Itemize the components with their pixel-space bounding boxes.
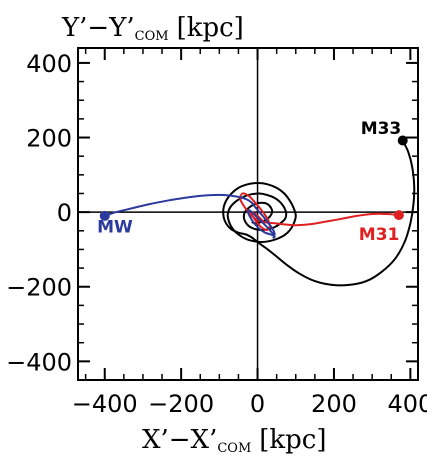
x-axis-label-main: X’−X’ <box>142 425 217 455</box>
y-tick-label: 200 <box>26 125 72 153</box>
axis-ticks: −400 −200 0 200 400 400 200 0 −200 −400 <box>6 48 427 418</box>
x-axis-label-unit: [kpc] <box>259 425 326 455</box>
x-tick-label: −400 <box>72 390 138 418</box>
plot-frame <box>77 47 419 381</box>
annotation-mw: MW <box>97 218 133 238</box>
y-axis-label-main: Y’−Y’ <box>61 13 135 43</box>
y-tick-label: 0 <box>57 199 72 227</box>
series-line-mw <box>104 193 276 239</box>
x-tick-label: 200 <box>311 390 357 418</box>
series-line-m31 <box>239 192 400 232</box>
y-axis-label-unit: [kpc] <box>177 13 244 43</box>
marker-m33 <box>397 135 408 146</box>
series-layer <box>104 140 416 287</box>
svg-text:Y’−Y’COM[kpc]: Y’−Y’COM [kpc] <box>61 13 244 44</box>
x-tick-label: 400 <box>387 390 427 418</box>
x-tick-label: −200 <box>148 390 214 418</box>
x-axis-label: X’−X’COM [kpc] <box>142 425 327 456</box>
y-tick-label: −200 <box>6 274 72 302</box>
annotations-layer: MW M31 M33 <box>97 119 401 245</box>
series-line-m33 <box>222 140 416 287</box>
markers-layer <box>99 135 408 221</box>
marker-m31 <box>393 210 404 221</box>
annotation-m33: M33 <box>361 119 402 139</box>
y-axis-label: Y’−Y’COM [kpc] <box>61 13 244 44</box>
marker-mw <box>99 210 110 221</box>
y-tick-label: 400 <box>26 50 72 78</box>
y-tick-label: −400 <box>6 348 72 376</box>
x-axis-label-sub: COM <box>217 441 251 456</box>
annotation-m31: M31 <box>359 225 400 245</box>
y-axis-label-sub: COM <box>135 29 169 44</box>
svg-text:X’−X’COM[kpc]: X’−X’COM [kpc] <box>142 425 327 456</box>
x-tick-label: 0 <box>250 390 265 418</box>
